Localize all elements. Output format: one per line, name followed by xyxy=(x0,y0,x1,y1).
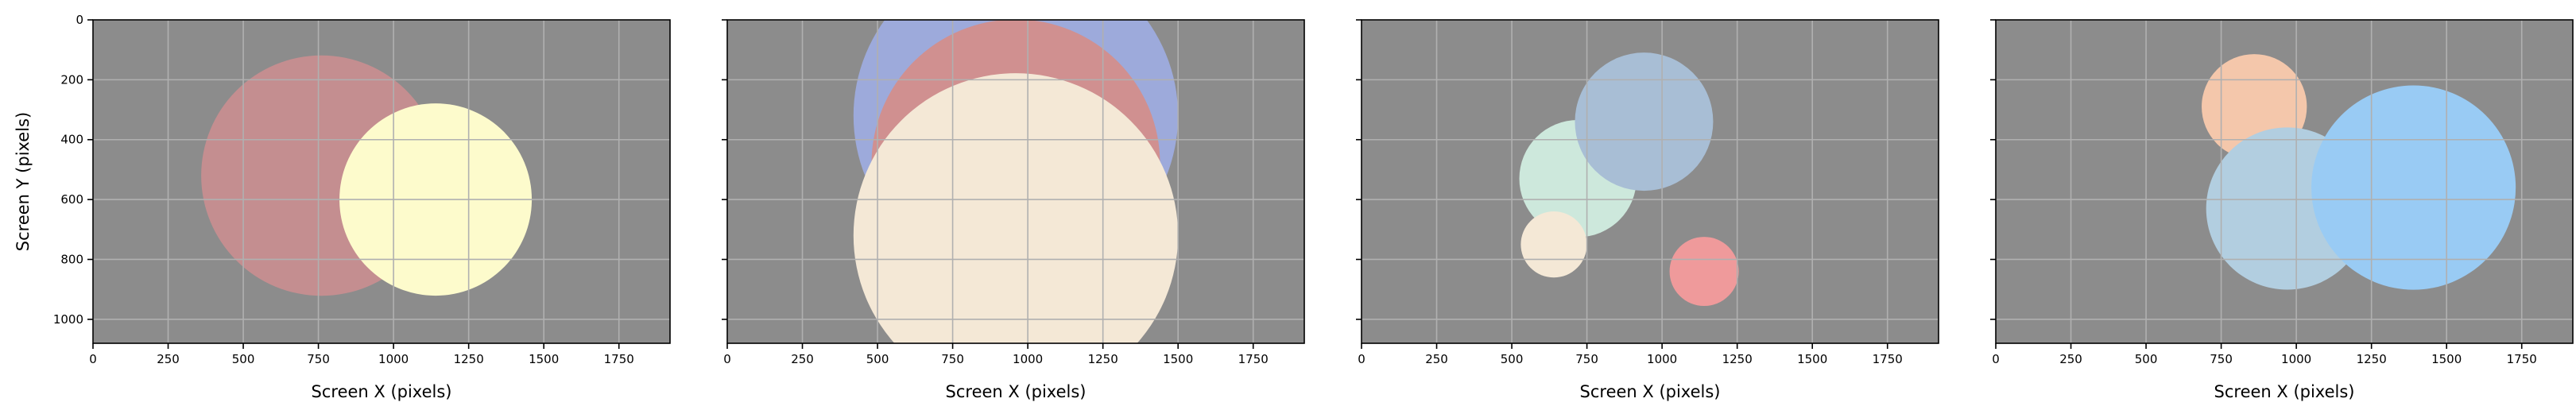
x-tick-label: 1750 xyxy=(1238,352,1269,366)
x-tick-label: 250 xyxy=(2059,352,2082,366)
plot-frame xyxy=(92,19,671,344)
x-tick-label: 1250 xyxy=(2357,352,2387,366)
chart-panel-3: 0 250 500 750 1000 1250 1500 1750 Screen X (pixe… xyxy=(1356,19,1939,401)
chart-panel-4: 0 250 500 750 1000 1250 1500 1750 Screen X (pixe… xyxy=(1990,19,2574,401)
x-tick-label: 1000 xyxy=(1647,352,1677,366)
x-tick-label: 1750 xyxy=(604,352,634,366)
x-tick-label: 1250 xyxy=(454,352,484,366)
x-tick-label: 750 xyxy=(307,352,330,366)
x-tick-label: 1250 xyxy=(1088,352,1118,366)
y-tick-label: 1000 xyxy=(53,312,83,327)
x-tick-label: 250 xyxy=(157,352,180,366)
plot-frame xyxy=(1995,19,2574,344)
x-tick-label: 750 xyxy=(2210,352,2233,366)
circle-2 xyxy=(1575,52,1714,192)
x-axis-label: Screen X (pixels) xyxy=(312,382,452,401)
circle-3 xyxy=(2311,85,2516,290)
x-tick-label: 1500 xyxy=(529,352,559,366)
x-tick-label: 1750 xyxy=(1873,352,1903,366)
x-tick-label: 750 xyxy=(941,352,964,366)
plot-frame xyxy=(726,19,1305,344)
x-tick-label: 750 xyxy=(1575,352,1598,366)
chart-panel-1: 0 250 500 750 1000 1250 1500 1750 0 200 400 600 800 1… xyxy=(14,13,671,401)
x-tick-label: 0 xyxy=(89,352,97,366)
x-tick-label: 500 xyxy=(866,352,889,366)
circle-4 xyxy=(1669,237,1739,307)
x-tick-label: 1250 xyxy=(1722,352,1753,366)
x-tick-label: 1750 xyxy=(2507,352,2537,366)
x-tick-label: 1000 xyxy=(1013,352,1043,366)
x-tick-label: 0 xyxy=(1992,352,2000,366)
x-tick-label: 1500 xyxy=(2431,352,2462,366)
x-tick-label: 0 xyxy=(723,352,731,366)
y-tick-label: 0 xyxy=(76,13,83,27)
y-tick-label: 600 xyxy=(60,192,83,207)
x-tick-label: 250 xyxy=(1425,352,1448,366)
circle-3 xyxy=(1520,211,1587,278)
x-tick-label: 500 xyxy=(1501,352,1524,366)
chart-panel-2: 0 250 500 750 1000 1250 1500 1750 Screen X (pixe… xyxy=(722,19,1305,401)
y-tick-label: 400 xyxy=(60,133,83,147)
x-axis-label: Screen X (pixels) xyxy=(2214,382,2355,401)
x-axis-label: Screen X (pixels) xyxy=(946,382,1087,401)
y-tick-label: 200 xyxy=(60,72,83,87)
y-axis-label: Screen Y (pixels) xyxy=(14,112,33,251)
x-tick-label: 1500 xyxy=(1163,352,1193,366)
x-tick-label: 250 xyxy=(791,352,814,366)
x-tick-label: 1000 xyxy=(2281,352,2311,366)
x-axis-label: Screen X (pixels) xyxy=(1580,382,1721,401)
x-tick-label: 0 xyxy=(1358,352,1365,366)
x-tick-label: 1500 xyxy=(1797,352,1827,366)
x-tick-label: 500 xyxy=(232,352,255,366)
circle-3 xyxy=(853,73,1179,343)
x-tick-label: 1000 xyxy=(378,352,409,366)
y-tick-label: 800 xyxy=(60,252,83,266)
plot-frame xyxy=(1361,19,1939,344)
x-tick-label: 500 xyxy=(2135,352,2158,366)
